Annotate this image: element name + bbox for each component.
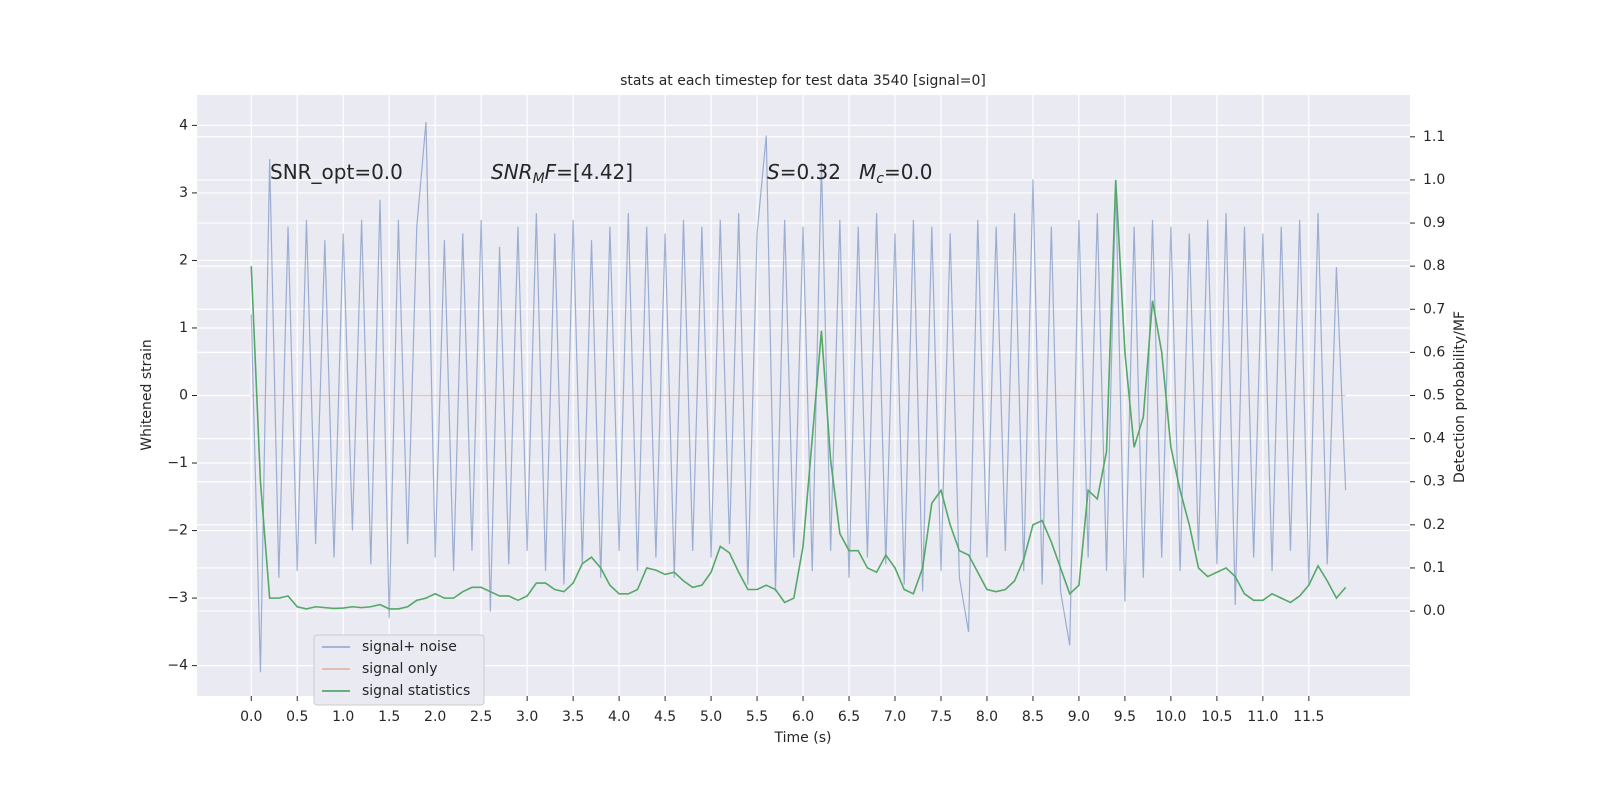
y2-tick-label: 0.4 [1423, 431, 1445, 447]
y2-tick-label: 0.2 [1423, 517, 1445, 533]
legend-label: signal only [362, 661, 437, 677]
annotation-part: SNR [491, 160, 533, 184]
y2-axis-label: Detection probability/MF [1452, 311, 1468, 483]
x-tick-label: 11.0 [1247, 709, 1278, 725]
x-tick-label: 2.5 [470, 709, 492, 725]
x-tick-label: 11.5 [1293, 709, 1324, 725]
x-tick-label: 5.0 [700, 709, 722, 725]
y2-tick-label: 0.9 [1423, 215, 1445, 231]
x-tick-label: 9.0 [1068, 709, 1090, 725]
chart-title: stats at each timestep for test data 354… [620, 73, 986, 89]
y2-tick-label: 0.7 [1423, 301, 1445, 317]
x-tick-label: 9.5 [1114, 709, 1136, 725]
x-axis-label: Time (s) [774, 730, 832, 746]
x-tick-label: 3.5 [562, 709, 584, 725]
x-tick-label: 1.5 [378, 709, 400, 725]
y-axis-label: Whitened strain [139, 339, 155, 450]
series-line [250, 179, 1347, 610]
y2-tick-label: 0.3 [1423, 474, 1445, 490]
y-tick-label: −3 [167, 590, 188, 606]
annotation-part: =0.32 [780, 160, 841, 184]
y-tick-label: 0 [179, 388, 188, 404]
x-tick-label: 3.0 [516, 709, 538, 725]
y-tick-label: −1 [167, 455, 188, 471]
annotation-part: F [545, 160, 557, 184]
y-tick-label: −2 [167, 523, 188, 539]
x-tick-label: 7.0 [884, 709, 906, 725]
annotation-part: c [876, 171, 884, 187]
x-tick-label: 10.0 [1155, 709, 1186, 725]
y2-tick-label: 0.0 [1423, 603, 1445, 619]
x-tick-label: 8.0 [976, 709, 998, 725]
x-tick-label: 1.0 [332, 709, 354, 725]
y-tick-label: 3 [179, 185, 188, 201]
y2-tick-label: 1.0 [1423, 172, 1445, 188]
annotation: S=0.32 [767, 160, 841, 184]
y2-tick-label: 0.8 [1423, 258, 1445, 274]
x-tick-label: 8.5 [1022, 709, 1044, 725]
x-tick-label: 0.0 [240, 709, 262, 725]
y-tick-label: 1 [179, 320, 188, 336]
x-tick-label: 4.5 [654, 709, 676, 725]
annotation-part: =[4.42] [556, 160, 633, 184]
y-tick-label: 4 [179, 117, 188, 133]
annotation-part: M [859, 160, 876, 184]
x-tick-label: 7.5 [930, 709, 952, 725]
y2-tick-label: 0.1 [1423, 560, 1445, 576]
annotation-part: S [767, 160, 780, 184]
y2-tick-label: 0.5 [1423, 388, 1445, 404]
y-tick-label: 2 [179, 252, 188, 268]
x-tick-label: 4.0 [608, 709, 630, 725]
x-tick-label: 5.5 [746, 709, 768, 725]
legend-box [313, 634, 485, 706]
annotation-part: M [533, 171, 545, 187]
legend-label: signal statistics [362, 683, 470, 699]
annotation: Mc=0.0 [859, 160, 933, 188]
annotation: SNR_opt=0.0 [270, 160, 403, 184]
y-tick-label: −4 [167, 658, 188, 674]
series-line [250, 121, 1347, 673]
legend-label: signal+ noise [362, 639, 457, 655]
x-tick-label: 0.5 [286, 709, 308, 725]
annotation-part: =0.0 [884, 160, 933, 184]
y2-tick-label: 1.1 [1423, 129, 1445, 145]
x-tick-label: 6.0 [792, 709, 814, 725]
y2-tick-label: 0.6 [1423, 344, 1445, 360]
annotation: SNRMF=[4.42] [491, 160, 633, 188]
x-tick-label: 10.5 [1201, 709, 1232, 725]
x-tick-label: 2.0 [424, 709, 446, 725]
annotation-part: SNR_opt=0.0 [270, 160, 403, 184]
x-tick-label: 6.5 [838, 709, 860, 725]
